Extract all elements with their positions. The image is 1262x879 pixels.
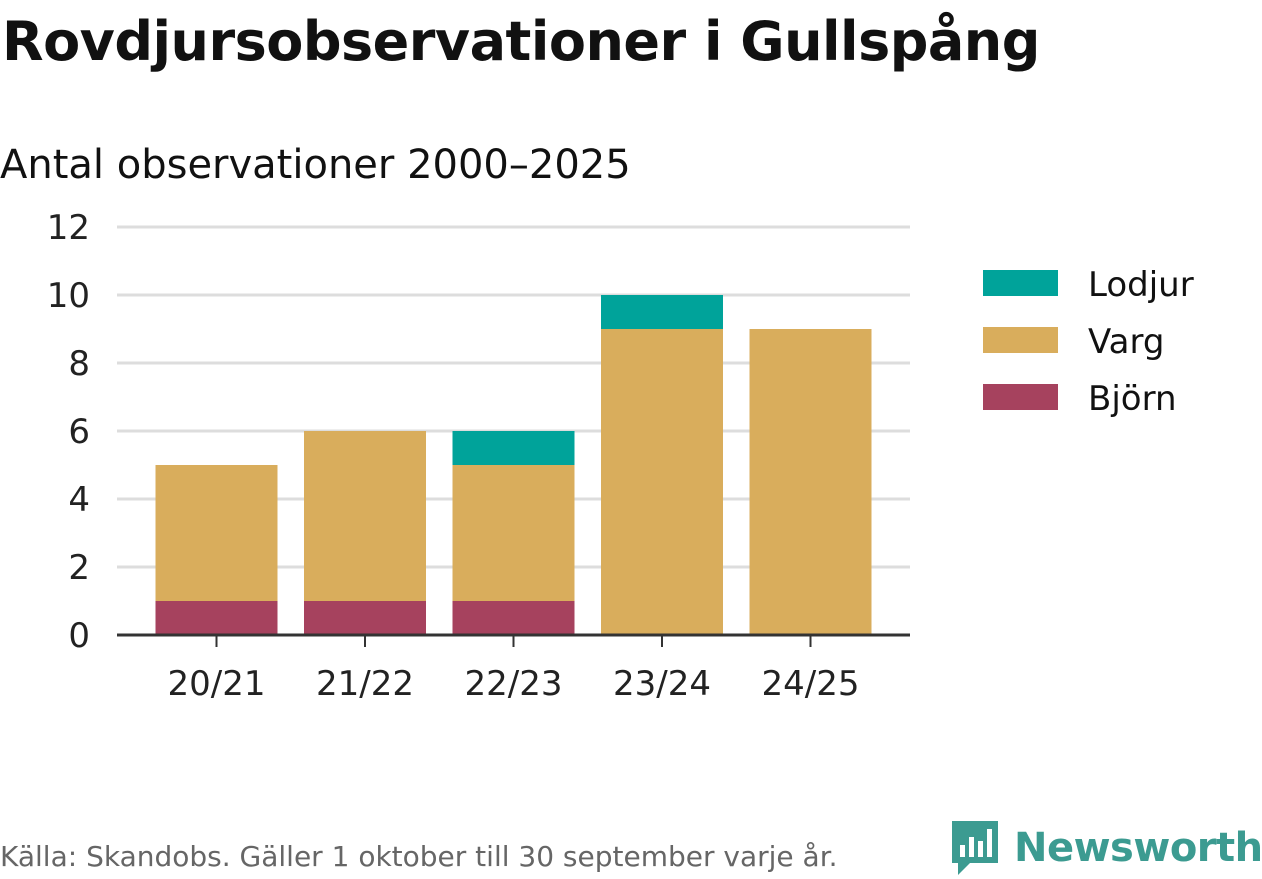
x-tick-label: 22/23 — [465, 664, 563, 704]
bar-lodjur-22-23 — [452, 431, 575, 465]
brand-logo: Newsworthy — [950, 818, 1262, 878]
legend-swatch-lodjur — [983, 270, 1058, 296]
legend-label-bjorn: Björn — [1088, 379, 1177, 419]
legend-label-varg: Varg — [1088, 322, 1164, 362]
bar-varg-21-22 — [304, 431, 426, 601]
bar-bjorn-22-23 — [452, 601, 575, 635]
bar-varg-20-21 — [155, 465, 278, 601]
chart-subtitle: Antal observationer 2000–2025 — [0, 142, 631, 188]
bar-varg-23-24 — [601, 329, 723, 635]
bar-varg-24-25 — [749, 329, 872, 635]
y-tick-label: 6 — [68, 412, 90, 452]
y-tick-label: 8 — [68, 344, 90, 384]
y-tick-label: 10 — [47, 276, 90, 316]
legend-label-lodjur: Lodjur — [1088, 265, 1194, 305]
y-tick-label: 2 — [68, 548, 90, 588]
axes: 0 2 4 6 8 10 12 20/21 21/22 22/23 23/24 24/25 — [47, 208, 910, 704]
x-tick-label: 23/24 — [613, 664, 711, 704]
legend: Lodjur Varg Björn — [983, 265, 1194, 419]
x-tick-label: 21/22 — [316, 664, 414, 704]
bar-bjorn-20-21 — [155, 601, 278, 635]
x-tick-label: 20/21 — [168, 664, 266, 704]
bars — [155, 295, 872, 635]
y-tick-label: 12 — [47, 208, 90, 248]
bar-varg-22-23 — [452, 465, 575, 601]
x-tick-label: 24/25 — [762, 664, 860, 704]
y-tick-label: 0 — [68, 616, 90, 656]
brand-name: Newsworthy — [1014, 825, 1262, 871]
newsworthy-logo-icon — [952, 821, 998, 875]
legend-swatch-varg — [983, 327, 1058, 353]
legend-swatch-bjorn — [983, 384, 1058, 410]
bar-lodjur-23-24 — [601, 295, 723, 329]
chart-title: Rovdjursobservationer i Gullspång — [2, 10, 1040, 73]
y-tick-label: 4 — [68, 480, 90, 520]
bar-bjorn-21-22 — [304, 601, 426, 635]
source-note: Källa: Skandobs. Gäller 1 oktober till 3… — [0, 840, 838, 873]
